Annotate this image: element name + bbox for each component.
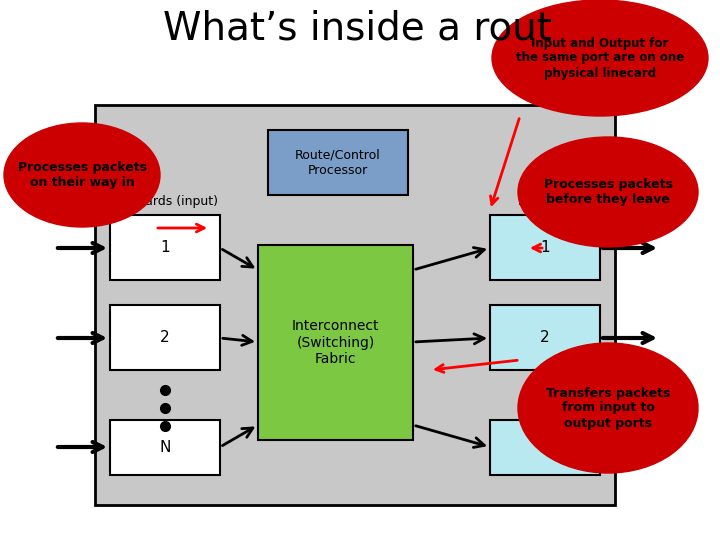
Text: Linecards (input): Linecards (input)	[112, 195, 218, 208]
Bar	[110, 215, 220, 280]
Bar	[490, 305, 600, 370]
Text: Processes packets
on their way in: Processes packets on their way in	[17, 161, 146, 189]
Ellipse shape	[4, 123, 160, 227]
Text: 2: 2	[160, 330, 170, 345]
Text: Route/Control
Processor: Route/Control Processor	[295, 148, 381, 177]
Text: 1: 1	[540, 240, 550, 255]
Ellipse shape	[518, 137, 698, 247]
Ellipse shape	[492, 0, 708, 116]
Bar	[95, 105, 615, 505]
Bar	[258, 245, 413, 440]
Text: N: N	[159, 440, 171, 455]
Bar	[110, 420, 220, 475]
Bar	[268, 130, 408, 195]
Text: Input and Output for
the same port are on one
physical linecard: Input and Output for the same port are o…	[516, 37, 684, 79]
Text: Transfers packets
from input to
output ports: Transfers packets from input to output p…	[546, 387, 670, 429]
Bar	[490, 215, 600, 280]
Bar	[490, 420, 600, 475]
Ellipse shape	[518, 343, 698, 473]
Text: Interconnect
(Switching)
Fabric: Interconnect (Switching) Fabric	[292, 319, 379, 366]
Bar	[110, 305, 220, 370]
Text: What’s inside a rout: What’s inside a rout	[163, 10, 552, 48]
Text: Lin: Lin	[518, 195, 536, 208]
Text: Processes packets
before they leave: Processes packets before they leave	[544, 178, 672, 206]
Text: 2: 2	[540, 330, 550, 345]
Text: 1: 1	[160, 240, 170, 255]
